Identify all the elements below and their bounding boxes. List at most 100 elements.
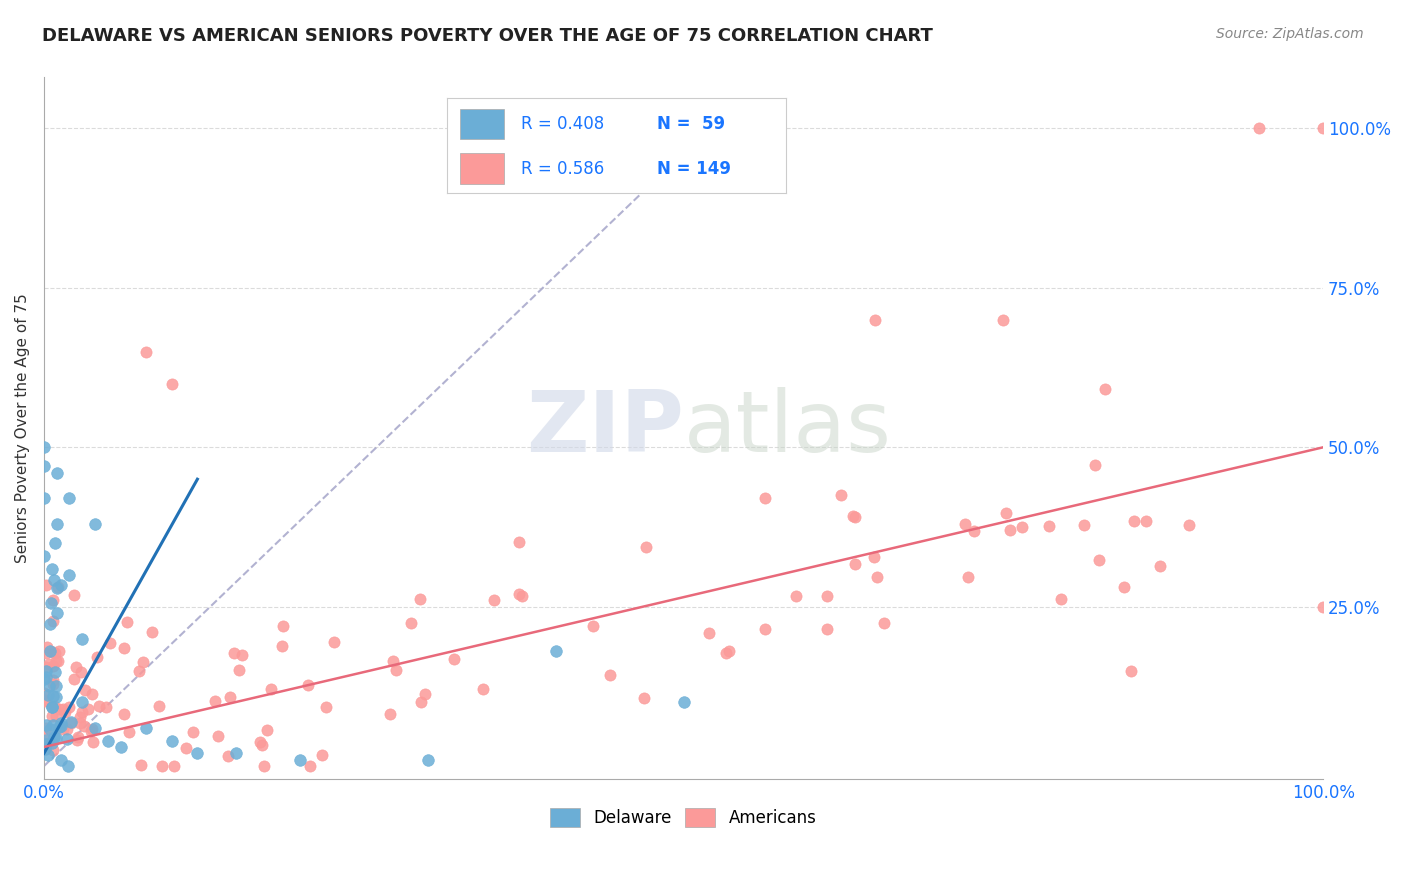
Point — [315, 699, 337, 714]
Point — [58, 491, 80, 506]
Point — [89, 698, 111, 713]
Point — [34, 742, 56, 756]
Point — [1123, 514, 1146, 528]
Point — [69, 716, 91, 731]
Point — [86, 650, 108, 665]
Point — [298, 759, 321, 773]
Point — [58, 700, 80, 714]
Point — [80, 722, 103, 736]
Point — [401, 615, 423, 630]
Point — [249, 735, 271, 749]
Point — [132, 655, 155, 669]
Point — [482, 592, 505, 607]
Point — [415, 686, 437, 700]
Point — [48, 720, 70, 734]
Point — [472, 681, 495, 696]
Point — [44, 730, 66, 744]
Point — [76, 702, 98, 716]
Point — [443, 652, 465, 666]
Point — [37, 688, 59, 702]
Point — [112, 641, 135, 656]
Point — [508, 534, 530, 549]
Point — [863, 550, 886, 565]
Point — [49, 578, 72, 592]
Point — [84, 516, 107, 531]
Point — [815, 589, 838, 603]
Point — [218, 690, 240, 704]
Point — [73, 682, 96, 697]
Point — [35, 738, 58, 752]
Text: atlas: atlas — [683, 386, 891, 470]
Point — [45, 654, 67, 668]
Point — [633, 691, 655, 706]
Point — [41, 700, 63, 714]
Point — [70, 705, 93, 719]
Point — [56, 759, 79, 773]
Point — [35, 721, 58, 735]
Point — [110, 739, 132, 754]
Point — [56, 731, 79, 746]
Point — [844, 510, 866, 524]
Point — [45, 581, 67, 595]
Point — [52, 701, 75, 715]
Point — [865, 312, 887, 326]
Point — [34, 738, 56, 752]
Point — [115, 615, 138, 629]
Text: DELAWARE VS AMERICAN SENIORS POVERTY OVER THE AGE OF 75 CORRELATION CHART: DELAWARE VS AMERICAN SENIORS POVERTY OVE… — [42, 27, 934, 45]
Point — [297, 678, 319, 692]
Point — [163, 759, 186, 773]
Point — [714, 646, 737, 660]
Point — [250, 738, 273, 752]
Point — [38, 616, 60, 631]
Point — [94, 699, 117, 714]
Point — [72, 695, 94, 709]
Point — [48, 643, 70, 657]
Point — [1011, 520, 1033, 534]
Point — [993, 312, 1015, 326]
Point — [1249, 121, 1271, 136]
Point — [37, 748, 59, 763]
Point — [129, 757, 152, 772]
Point — [42, 645, 65, 659]
Point — [160, 376, 183, 391]
Point — [160, 733, 183, 747]
Point — [1312, 599, 1334, 614]
Point — [1312, 121, 1334, 136]
Point — [956, 570, 979, 584]
Point — [52, 722, 75, 736]
Point — [150, 759, 173, 773]
Point — [222, 646, 245, 660]
Point — [636, 540, 658, 554]
Point — [41, 677, 63, 691]
Point — [44, 665, 66, 679]
Point — [80, 724, 103, 739]
Point — [39, 644, 62, 658]
Point — [32, 693, 55, 707]
Point — [62, 672, 84, 686]
Point — [44, 536, 66, 550]
Point — [32, 685, 55, 699]
Point — [32, 440, 55, 454]
Y-axis label: Seniors Poverty Over the Age of 75: Seniors Poverty Over the Age of 75 — [15, 293, 30, 563]
Point — [73, 719, 96, 733]
Point — [66, 732, 89, 747]
Point — [72, 632, 94, 646]
Point — [225, 747, 247, 761]
Point — [44, 646, 66, 660]
Point — [1084, 458, 1107, 473]
Point — [45, 680, 67, 694]
Point — [1073, 517, 1095, 532]
Point — [135, 344, 157, 359]
Point — [815, 622, 838, 636]
Point — [44, 698, 66, 713]
Legend: Delaware, Americans: Delaware, Americans — [544, 802, 824, 834]
Point — [510, 590, 533, 604]
Point — [35, 646, 58, 660]
Point — [69, 709, 91, 723]
Point — [866, 570, 889, 584]
Point — [718, 644, 741, 658]
Point — [34, 733, 56, 747]
Point — [141, 624, 163, 639]
Point — [38, 679, 60, 693]
Point — [544, 644, 567, 658]
